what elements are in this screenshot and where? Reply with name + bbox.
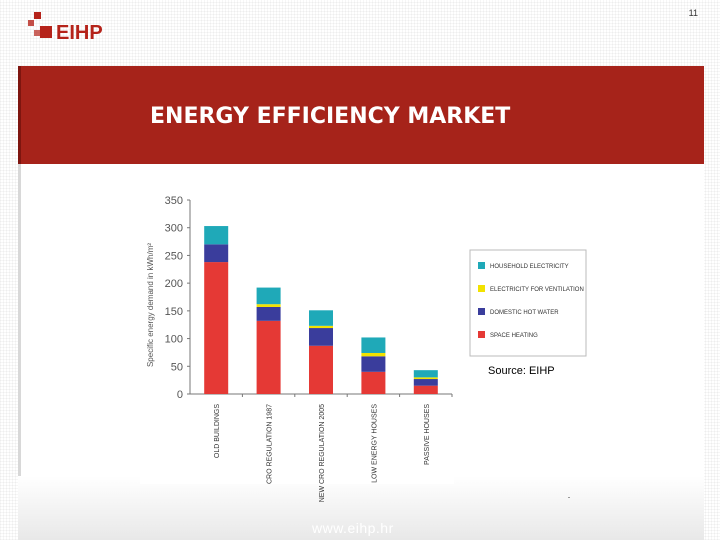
eihp-logo: EIHP: [28, 12, 118, 52]
bar-3-series-4: [309, 310, 333, 326]
category-label-4: LOW ENERGY HOUSES: [371, 404, 378, 483]
y-tick-label-300: 300: [165, 223, 183, 235]
legend-label-1: HOUSEHOLD ELECTRICITY: [490, 264, 569, 270]
y-tick-label-50: 50: [171, 361, 183, 373]
category-label-3: NEW CRO REGULATION 2005: [319, 404, 326, 502]
decorative-dot: [568, 497, 570, 498]
y-tick-label-0: 0: [177, 389, 183, 401]
category-label-5: PASSIVE HOUSES: [424, 404, 431, 465]
legend-label-4: SPACE HEATING: [490, 333, 538, 339]
title-band: [18, 66, 704, 164]
bar-5-series-1: [413, 385, 438, 394]
bar-2-series-2: [256, 306, 281, 321]
source-note: Source: EIHP: [488, 365, 555, 377]
chart-panel: [140, 184, 454, 484]
y-tick-label-250: 250: [165, 250, 183, 262]
bar-4-series-4: [361, 337, 386, 353]
bar-3-series-1: [309, 345, 333, 394]
bar-1-series-2: [204, 244, 229, 263]
footer-band: [18, 476, 704, 540]
bar-5-series-4: [413, 370, 438, 378]
y-axis-label: Specific energy demand in kWh/m²: [146, 243, 155, 367]
legend-swatch-3: [478, 308, 485, 315]
bar-4-series-2: [361, 356, 386, 372]
slide-title: ENERGY EFFICIENCY MARKET: [150, 104, 511, 129]
y-tick-label-100: 100: [165, 334, 183, 346]
legend-label-2: ELECTRICITY FOR VENTILATION: [490, 287, 584, 293]
bar-1-series-1: [204, 262, 229, 394]
bar-2-series-3: [256, 304, 281, 307]
legend-label-3: DOMESTIC HOT WATER: [490, 310, 559, 316]
bar-4-series-1: [361, 371, 386, 394]
bar-4-series-3: [361, 352, 386, 357]
footer-url: www.eihp.hr: [312, 520, 394, 536]
legend-swatch-4: [478, 331, 485, 338]
y-tick-label-350: 350: [165, 195, 183, 207]
bar-2-series-4: [256, 287, 281, 305]
category-label-1: OLD BUILDINGS: [214, 404, 221, 458]
y-tick-label-150: 150: [165, 306, 183, 318]
legend-swatch-2: [478, 285, 485, 292]
bar-1-series-4: [204, 226, 229, 245]
legend-swatch-1: [478, 262, 485, 269]
bar-3-series-2: [309, 328, 333, 346]
legend-box: [469, 249, 587, 357]
category-label-2: CRO REGULATION 1987: [267, 404, 274, 484]
bar-5-series-3: [413, 377, 438, 380]
bar-3-series-3: [309, 325, 333, 329]
logo-text: EIHP: [56, 22, 103, 44]
bar-2-series-1: [256, 320, 281, 394]
bar-5-series-2: [413, 379, 438, 386]
page-number: 11: [688, 8, 698, 18]
y-tick-label-200: 200: [165, 278, 183, 290]
